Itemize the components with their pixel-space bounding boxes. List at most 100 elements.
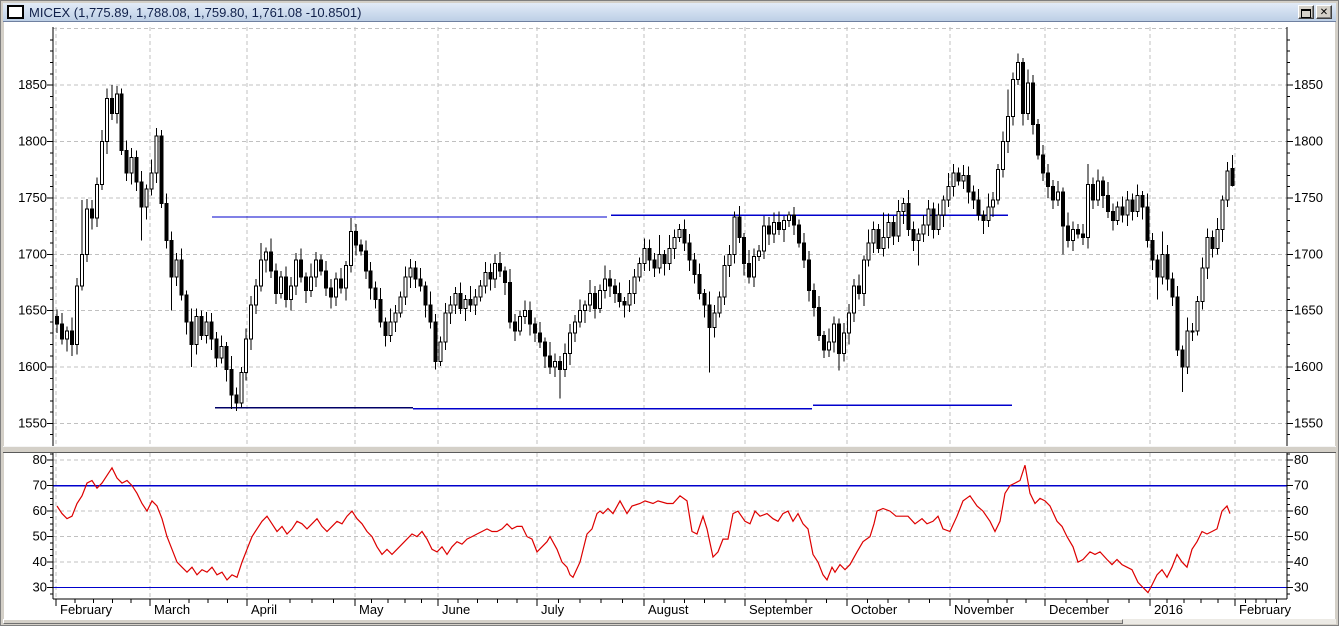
candle — [891, 222, 896, 237]
candle — [1006, 116, 1011, 142]
rsi-tick-label: 50 — [33, 529, 47, 544]
candle — [473, 296, 478, 306]
candle — [308, 276, 313, 291]
candle — [478, 285, 483, 298]
close-icon: ✕ — [1319, 6, 1329, 18]
candle — [712, 312, 717, 329]
candle — [358, 244, 363, 252]
window-titlebar[interactable]: MICEX (1,775.89, 1,788.08, 1,759.80, 1,7… — [3, 3, 1336, 22]
candle — [1060, 191, 1065, 227]
candle — [737, 216, 742, 238]
candle — [174, 259, 179, 278]
candle — [1155, 259, 1160, 278]
candle — [493, 262, 498, 280]
candle — [338, 278, 343, 289]
price-tick-label: 1850 — [18, 77, 47, 92]
candle — [249, 304, 254, 340]
candle — [99, 140, 104, 185]
candle — [1175, 296, 1180, 351]
candle — [179, 259, 184, 296]
candle — [747, 262, 752, 278]
rsi-line — [56, 465, 1231, 594]
rsi-tick-label: 80 — [1294, 452, 1308, 467]
candle — [109, 98, 114, 114]
candle — [757, 250, 762, 258]
maximize-button[interactable] — [1298, 5, 1314, 19]
candle — [348, 231, 353, 267]
candle — [577, 310, 582, 323]
rsi-tick-label: 50 — [1294, 529, 1308, 544]
candle — [1031, 82, 1036, 126]
candle — [767, 225, 772, 235]
rsi-tick-label: 40 — [1294, 554, 1308, 569]
candle — [931, 208, 936, 230]
window-title: MICEX (1,775.89, 1,788.08, 1,759.80, 1,7… — [29, 4, 362, 20]
month-label: July — [541, 602, 565, 617]
candle — [732, 216, 737, 255]
candle — [777, 222, 782, 230]
panel-splitter[interactable] — [3, 446, 1336, 453]
candle — [219, 346, 224, 359]
candle — [567, 332, 572, 355]
candle — [1180, 349, 1185, 368]
candle — [488, 271, 493, 280]
candle — [224, 346, 229, 370]
month-label: December — [1049, 602, 1110, 617]
close-button[interactable]: ✕ — [1316, 5, 1332, 19]
candle — [318, 259, 323, 272]
candle — [323, 270, 328, 289]
candle — [1200, 267, 1205, 303]
candle — [831, 323, 836, 343]
candle — [826, 341, 831, 351]
candle — [134, 156, 139, 183]
candle — [523, 310, 528, 317]
candle — [806, 259, 811, 291]
candle — [622, 301, 627, 306]
candle — [69, 330, 74, 345]
rsi-tick-label: 40 — [33, 554, 47, 569]
candle — [413, 267, 418, 280]
candle — [393, 312, 398, 323]
candle — [353, 231, 358, 246]
horizontal-scrollbar[interactable] — [3, 619, 1336, 624]
candle — [851, 285, 856, 314]
candle — [503, 270, 508, 283]
candle — [104, 98, 109, 142]
candle — [612, 285, 617, 295]
candle — [518, 315, 523, 332]
candle — [926, 208, 931, 226]
candle — [722, 265, 727, 298]
candle — [956, 172, 961, 182]
candle — [244, 338, 249, 374]
candle — [1051, 186, 1055, 201]
candle — [299, 259, 304, 278]
candle — [592, 293, 597, 309]
candle — [214, 338, 219, 359]
month-label: May — [359, 602, 384, 617]
candle — [1080, 233, 1085, 238]
candle — [916, 233, 921, 242]
gridlines — [53, 27, 1287, 599]
chart-window-icon — [7, 5, 24, 19]
candle — [1065, 225, 1070, 242]
candle — [886, 222, 891, 238]
candle — [229, 368, 234, 396]
candle — [388, 321, 393, 336]
candle — [662, 253, 667, 264]
candle — [1160, 253, 1165, 278]
candle — [1190, 330, 1195, 333]
price-tick-label: 1750 — [18, 190, 47, 205]
candle — [836, 323, 841, 355]
rsi-tick-label: 80 — [33, 452, 47, 467]
candle — [129, 156, 134, 174]
candle — [1041, 154, 1046, 174]
candle — [154, 135, 159, 174]
scrollbar-thumb[interactable] — [3, 619, 1123, 624]
window-controls: ✕ — [1298, 5, 1332, 19]
price-tick-label: 1750 — [1294, 190, 1323, 205]
candle — [856, 285, 861, 295]
candle — [269, 251, 274, 272]
candle — [508, 281, 513, 323]
